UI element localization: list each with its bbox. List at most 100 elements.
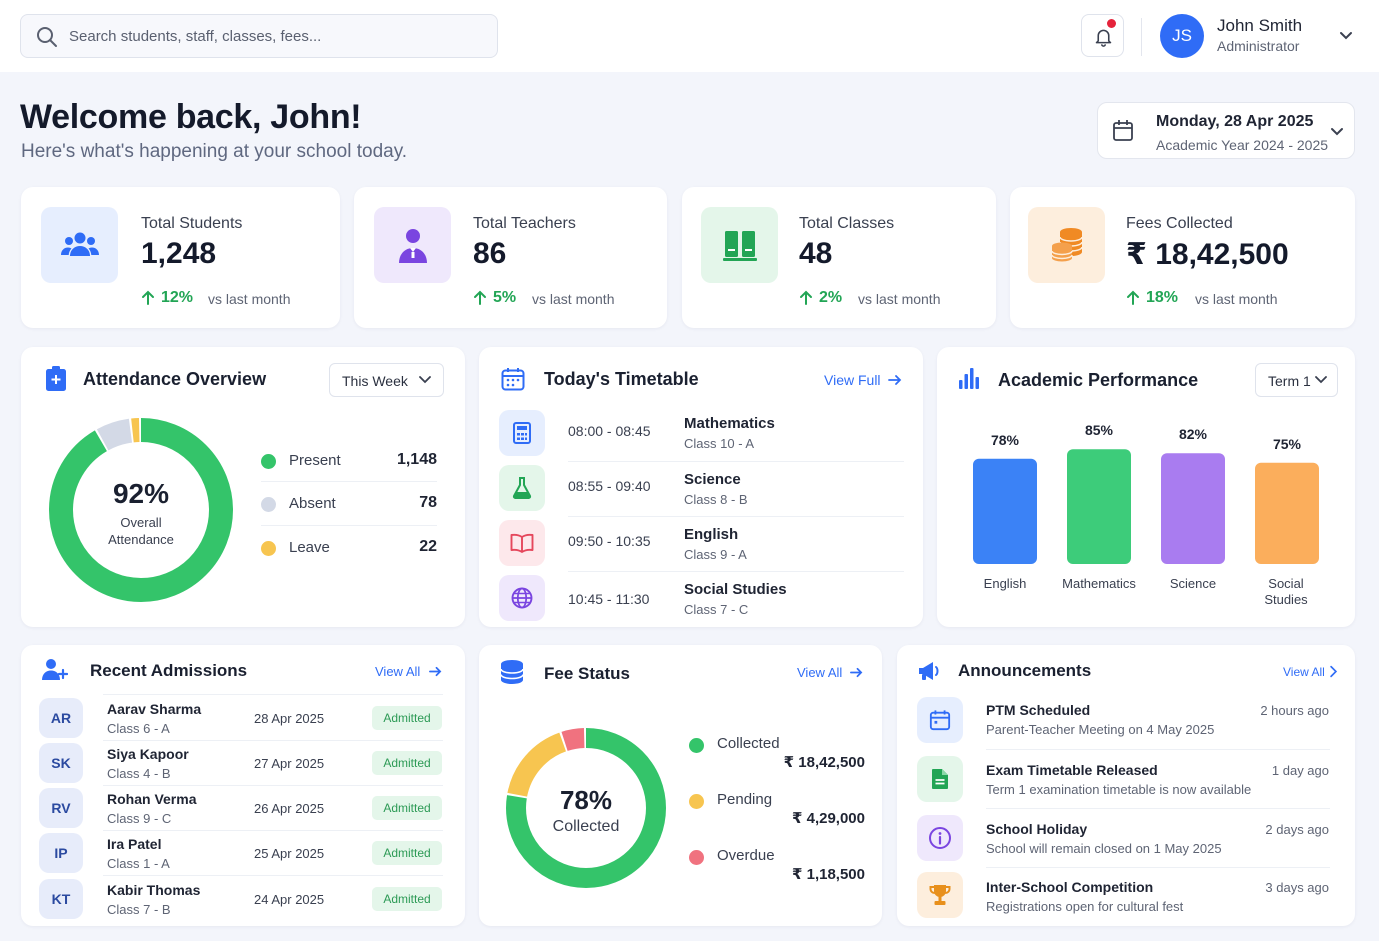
stat-change: 18%: [1146, 289, 1179, 306]
bar-value-label: 75%: [1272, 435, 1302, 452]
timetable-card: Today's Timetable View Full 08:00 - 08:4…: [479, 347, 923, 627]
globe-icon: [499, 575, 545, 621]
admission-date: 26 Apr 2025: [254, 801, 325, 816]
search-box[interactable]: [20, 14, 498, 58]
admission-date: 27 Apr 2025: [254, 756, 325, 771]
stat-vs: vs last month: [208, 291, 291, 307]
student-name[interactable]: Aarav Sharma: [107, 701, 202, 717]
view-full-link[interactable]: View Full: [824, 372, 881, 388]
stat-change: 2%: [819, 289, 843, 306]
divider: [986, 867, 1330, 868]
divider: [261, 525, 437, 526]
legend-swatch: [689, 794, 704, 809]
avatar: KT: [39, 879, 83, 919]
bar-value-label: 82%: [1178, 426, 1208, 443]
attendance-card: Attendance Overview This Week 92% Overal…: [21, 347, 465, 627]
academic-year: Academic Year 2024 - 2025: [1156, 137, 1329, 153]
date-selector[interactable]: Monday, 28 Apr 2025 Academic Year 2024 -…: [1097, 102, 1355, 159]
user-name[interactable]: John Smith: [1217, 16, 1303, 35]
class-subject[interactable]: Science: [684, 471, 741, 488]
fee-status-card: Fee Status View All 78% Collected Collec…: [479, 645, 882, 926]
class-subject[interactable]: Social Studies: [684, 581, 787, 598]
view-all-link[interactable]: View All: [797, 665, 843, 680]
bar[interactable]: [973, 458, 1037, 564]
student-name[interactable]: Rohan Verma: [107, 791, 197, 807]
admission-date: 24 Apr 2025: [254, 892, 325, 907]
chevron-down-icon[interactable]: [1338, 29, 1354, 43]
announcement-desc: Parent-Teacher Meeting on 4 May 2025: [986, 722, 1215, 737]
top-bar: JS John Smith Administrator: [0, 0, 1379, 72]
class-subject[interactable]: English: [684, 526, 739, 543]
coins-icon: [500, 660, 524, 684]
bar-chart-icon: [959, 368, 979, 389]
divider: [261, 481, 437, 482]
fee-percent: 78%: [559, 785, 613, 815]
coins-icon: [1028, 207, 1105, 283]
announcement-desc: Registrations open for cultural fest: [986, 899, 1184, 914]
legend-label: Leave: [289, 539, 330, 556]
attendance-title: Attendance Overview: [83, 369, 267, 389]
arrow-right-icon[interactable]: [428, 664, 443, 679]
class-time: 10:45 - 11:30: [568, 591, 650, 607]
user-role: Administrator: [1217, 38, 1300, 54]
legend-label: Overdue: [717, 847, 775, 864]
donut-segment-collected: [506, 728, 666, 888]
announcements-card: Announcements View All PTM Scheduled Par…: [897, 645, 1355, 926]
view-all-link[interactable]: View All: [1283, 665, 1325, 679]
stat-vs: vs last month: [532, 291, 615, 307]
admission-date: 25 Apr 2025: [254, 846, 325, 861]
stat-value: 86: [473, 237, 507, 270]
timetable-title: Today's Timetable: [544, 369, 699, 389]
status-badge: Admitted: [372, 796, 442, 820]
avatar: AR: [39, 698, 83, 738]
stat-value: 48: [799, 237, 833, 270]
term-select[interactable]: Term 1: [1255, 363, 1338, 397]
stat-card-students[interactable]: Total Students 1,248 12% vs last month: [21, 187, 340, 328]
calendar-icon: [917, 697, 963, 743]
student-name[interactable]: Kabir Thomas: [107, 882, 201, 898]
announcement-time: 2 hours ago: [1260, 703, 1329, 718]
search-input[interactable]: [69, 15, 489, 57]
announcement-title[interactable]: PTM Scheduled: [986, 702, 1091, 718]
stat-card-classes[interactable]: Total Classes 48 2% vs last month: [682, 187, 996, 328]
legend-leave: Leave 22: [261, 537, 437, 559]
chevron-down-icon: [1315, 376, 1327, 384]
bell-icon: [1095, 29, 1112, 47]
calendar-icon: [501, 368, 525, 391]
avatar: RV: [39, 788, 83, 828]
announcement-title[interactable]: School Holiday: [986, 821, 1088, 837]
notifications-button[interactable]: [1081, 14, 1124, 57]
bar-category-label: Social Studies: [1264, 576, 1308, 607]
legend-present: Present 1,148: [261, 450, 437, 472]
announcement-desc: Term 1 examination timetable is now avai…: [986, 782, 1252, 797]
student-name[interactable]: Ira Patel: [107, 836, 162, 852]
document-icon: [917, 756, 963, 802]
arrow-up-icon: [800, 290, 812, 305]
bar[interactable]: [1255, 462, 1319, 564]
class-subject[interactable]: Mathematics: [684, 415, 775, 432]
class-time: 08:55 - 09:40: [568, 478, 651, 494]
class-section: Class 9 - A: [684, 547, 747, 562]
arrow-right-icon[interactable]: [849, 665, 864, 680]
stat-card-fees[interactable]: Fees Collected ₹ 18,42,500 18% vs last m…: [1010, 187, 1355, 328]
chevron-right-icon[interactable]: [1327, 665, 1340, 678]
period-select[interactable]: This Week: [329, 363, 444, 397]
legend-value: ₹ 4,29,000: [792, 810, 865, 827]
book-icon: [701, 207, 778, 283]
bar[interactable]: [1067, 449, 1131, 564]
class-section: Class 10 - A: [684, 436, 755, 451]
arrow-right-icon[interactable]: [887, 372, 903, 388]
attendance-caption-1: Overall: [120, 515, 162, 530]
bar[interactable]: [1161, 453, 1225, 564]
performance-card: Academic Performance Term 1 78% 85% 82% …: [937, 347, 1355, 627]
view-all-link[interactable]: View All: [375, 664, 421, 679]
user-avatar[interactable]: JS: [1160, 14, 1204, 58]
student-name[interactable]: Siya Kapoor: [107, 746, 189, 762]
announcement-time: 1 day ago: [1271, 763, 1329, 778]
legend-label: Collected: [717, 735, 780, 752]
stat-card-teachers[interactable]: Total Teachers 86 5% vs last month: [354, 187, 667, 328]
announcement-title[interactable]: Inter-School Competition: [986, 879, 1154, 895]
stat-value: ₹ 18,42,500: [1126, 238, 1289, 271]
announcement-title[interactable]: Exam Timetable Released: [986, 762, 1158, 778]
bar-category-label: English: [983, 576, 1027, 591]
